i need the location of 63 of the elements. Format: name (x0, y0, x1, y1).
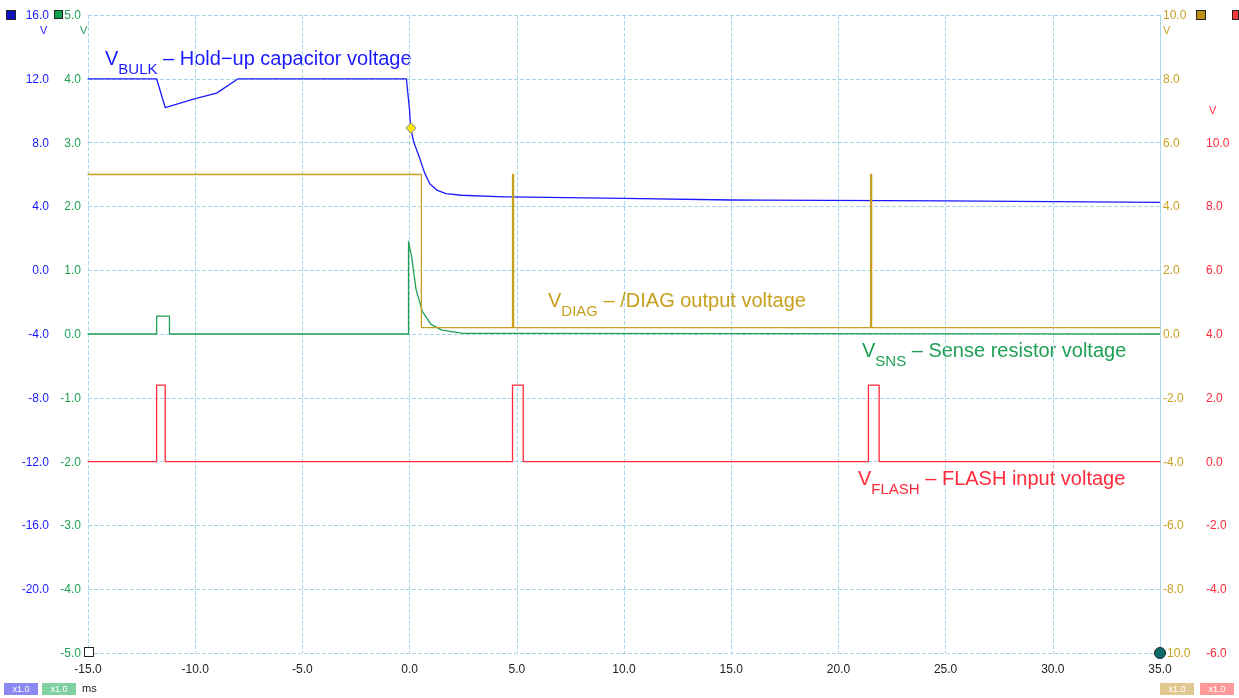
line-series (87, 240, 1161, 335)
y2-tick-label: 8.0 (1206, 199, 1224, 214)
y2-axis-title: V (80, 23, 88, 36)
y2-tick-label: 4.0 (64, 71, 82, 86)
y-tick-label: -12.0 (21, 454, 50, 469)
y-tick-label: -4.0 (28, 327, 50, 341)
line-series (87, 78, 1161, 204)
y2-tick-label: 2.0 (1206, 390, 1224, 405)
y-tick-label: -2.0 (1163, 390, 1184, 405)
y-tick-label: -8.0 (28, 390, 50, 405)
text: x1.0 (1200, 683, 1234, 695)
y2-tick-label: 2.0 (64, 199, 82, 214)
y-tick-label: 8.0 (32, 135, 50, 150)
x-axis-title: ms (82, 681, 98, 694)
y2-tick-label: 0.0 (1206, 454, 1224, 469)
y2-tick-label: -4.0 (60, 582, 82, 597)
y2-tick-label: 0.0 (64, 327, 82, 341)
x-tick-label: 0.0 (401, 662, 419, 676)
y-tick-label: -4.0 (1163, 454, 1184, 469)
y-tick-label: 12.0 (25, 71, 50, 86)
y2-tick-label: -1.0 (60, 390, 82, 405)
y2-tick-label: 6.0 (1206, 263, 1224, 278)
y2-tick-label: -3.0 (60, 518, 82, 533)
text: x1.0 (4, 683, 38, 695)
x-tick-label: -10.0 (181, 662, 210, 676)
y-tick-label: -16.0 (21, 518, 50, 533)
x-tick-label: 30.0 (1041, 662, 1065, 676)
y2-tick-label: 10.0 (1206, 135, 1230, 150)
y-axis-title: V (1163, 23, 1171, 36)
y-tick-label: 4.0 (1163, 199, 1181, 214)
y2-tick-label: 1.0 (64, 263, 82, 278)
y2-tick-label: -5.0 (60, 646, 82, 660)
y2-tick-label: -2.0 (1206, 518, 1227, 533)
y-tick-label: -20.0 (21, 582, 50, 597)
x-tick-label: 10.0 (612, 662, 636, 676)
y2-tick-label: 5.0 (64, 8, 82, 22)
text: x1.0 (1160, 683, 1194, 695)
x-tick-label: 5.0 (508, 662, 526, 676)
x-tick-label: 25.0 (933, 662, 958, 676)
y-tick-label: -10.0 (1163, 646, 1191, 660)
y2-tick-label: 3.0 (64, 135, 82, 150)
y-tick-label: 4.0 (32, 199, 50, 214)
x-tick-label: -5.0 (292, 662, 314, 676)
y-tick-label: 10.0 (1163, 8, 1187, 22)
x-tick-label: 15.0 (719, 662, 744, 676)
y2-tick-label: -4.0 (1206, 582, 1227, 597)
y-axis-title: V (40, 23, 48, 36)
y-tick-label: 8.0 (1163, 71, 1181, 86)
y-tick-label: 16.0 (25, 8, 50, 22)
y-tick-label: -8.0 (1163, 582, 1184, 597)
text: x1.0 (42, 683, 76, 695)
y2-tick-label: 4.0 (1206, 327, 1224, 341)
x-tick-label: -15.0 (74, 662, 102, 676)
y-tick-label: 2.0 (1163, 263, 1181, 278)
y-tick-label: 0.0 (32, 263, 50, 278)
x-tick-label: 35.0 (1148, 662, 1172, 676)
y-tick-label: -6.0 (1163, 518, 1184, 533)
y-tick-label: 6.0 (1163, 135, 1181, 150)
y2-axis-title: V (1209, 103, 1217, 116)
y2-tick-label: -2.0 (60, 454, 82, 469)
y2-tick-label: -6.0 (1206, 646, 1227, 660)
x-tick-label: 20.0 (826, 662, 851, 676)
y-tick-label: 0.0 (1163, 327, 1181, 341)
